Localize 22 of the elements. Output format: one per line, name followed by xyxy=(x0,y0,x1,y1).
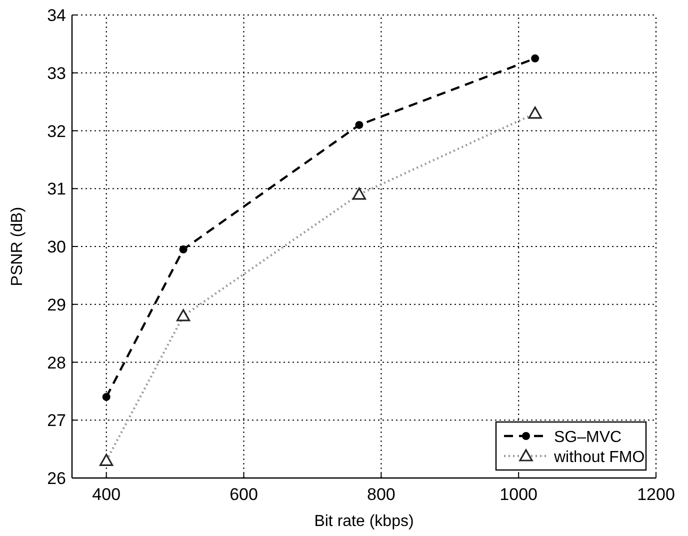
legend-label: SG–MVC xyxy=(554,429,622,446)
x-tick-label: 1000 xyxy=(500,485,538,504)
x-tick-label: 1200 xyxy=(637,485,675,504)
point xyxy=(531,54,540,62)
x-tick-label: 400 xyxy=(92,485,121,504)
y-tick-label: 33 xyxy=(47,64,66,83)
x-tick-label: 600 xyxy=(230,485,258,504)
y-axis-title: PSNR (dB) xyxy=(9,206,26,286)
y-tick-label: 29 xyxy=(47,295,66,314)
y-tick-label: 30 xyxy=(47,238,66,256)
y-tick-label: 28 xyxy=(47,353,66,372)
x-tick-label: 800 xyxy=(366,485,396,504)
legend-label: without FMO xyxy=(553,449,645,466)
y-tick-label: 31 xyxy=(47,180,66,199)
y-tick-label: 34 xyxy=(47,6,66,25)
y-tick-label: 26 xyxy=(47,469,66,488)
point xyxy=(179,245,188,254)
y-tick-label: 32 xyxy=(47,122,66,141)
y-tick-label: 27 xyxy=(47,411,66,430)
x-axis-title: Bit rate (kbps) xyxy=(314,513,414,530)
point xyxy=(102,392,110,401)
point xyxy=(355,120,364,129)
